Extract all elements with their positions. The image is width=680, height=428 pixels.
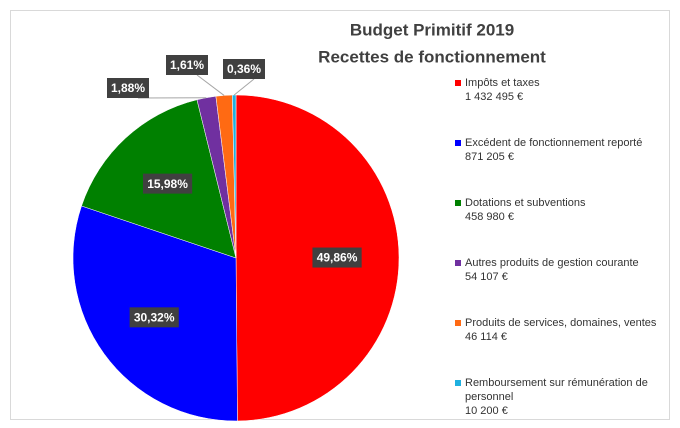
- legend-swatch: [455, 140, 461, 146]
- legend: Impôts et taxes 1 432 495 € Excédent de fo…: [455, 76, 670, 428]
- data-label: 49,86%: [317, 251, 358, 265]
- legend-amount: 871 205 €: [465, 151, 514, 163]
- data-label: 1,88%: [111, 81, 145, 95]
- legend-amount: 1 432 495 €: [465, 91, 524, 103]
- data-label: 15,98%: [147, 177, 188, 191]
- data-label-box: [142, 173, 193, 194]
- data-label-box: [312, 247, 362, 268]
- data-label: 30,32%: [134, 311, 175, 325]
- legend-item: Dotations et subventions 458 980 €: [455, 196, 670, 256]
- legend-label: Excédent de fonctionnement reporté: [465, 137, 643, 149]
- legend-swatch: [455, 320, 461, 326]
- leader-line: [196, 74, 225, 96]
- legend-label: Impôts et taxes: [465, 77, 540, 89]
- legend-amount: 10 200 €: [465, 405, 508, 417]
- legend-label: Dotations et subventions: [465, 197, 586, 209]
- legend-swatch: [455, 380, 461, 386]
- legend-amount: 458 980 €: [465, 211, 514, 223]
- legend-swatch: [455, 200, 461, 206]
- legend-swatch: [455, 80, 461, 86]
- legend-amount: 46 114 €: [465, 331, 508, 343]
- legend-swatch: [455, 260, 461, 266]
- legend-label: Produits de services, domaines, ventes: [465, 317, 657, 329]
- data-label-box: [107, 78, 149, 98]
- legend-item: Impôts et taxes 1 432 495 €: [455, 76, 670, 136]
- legend-item: Excédent de fonctionnement reporté 871 20…: [455, 136, 670, 196]
- chart-subtitle: Recettes de fonctionnement: [318, 47, 546, 66]
- leader-line: [233, 78, 255, 96]
- legend-label: Remboursement sur rémunération de person…: [465, 377, 648, 403]
- legend-amount: 54 107 €: [465, 271, 508, 283]
- legend-item: Remboursement sur rémunération de person…: [455, 376, 670, 428]
- data-label-box: [166, 55, 208, 75]
- data-label-box: [129, 307, 179, 328]
- legend-item: Autres produits de gestion courante 54 10…: [455, 256, 670, 316]
- data-label: 0,36%: [227, 62, 261, 76]
- legend-label: Autres produits de gestion courante: [465, 257, 639, 269]
- data-label: 1,61%: [170, 58, 204, 72]
- data-label-box: [223, 59, 265, 79]
- chart-title: Budget Primitif 2019: [350, 20, 514, 39]
- legend-item: Produits de services, domaines, ventes 46…: [455, 316, 670, 376]
